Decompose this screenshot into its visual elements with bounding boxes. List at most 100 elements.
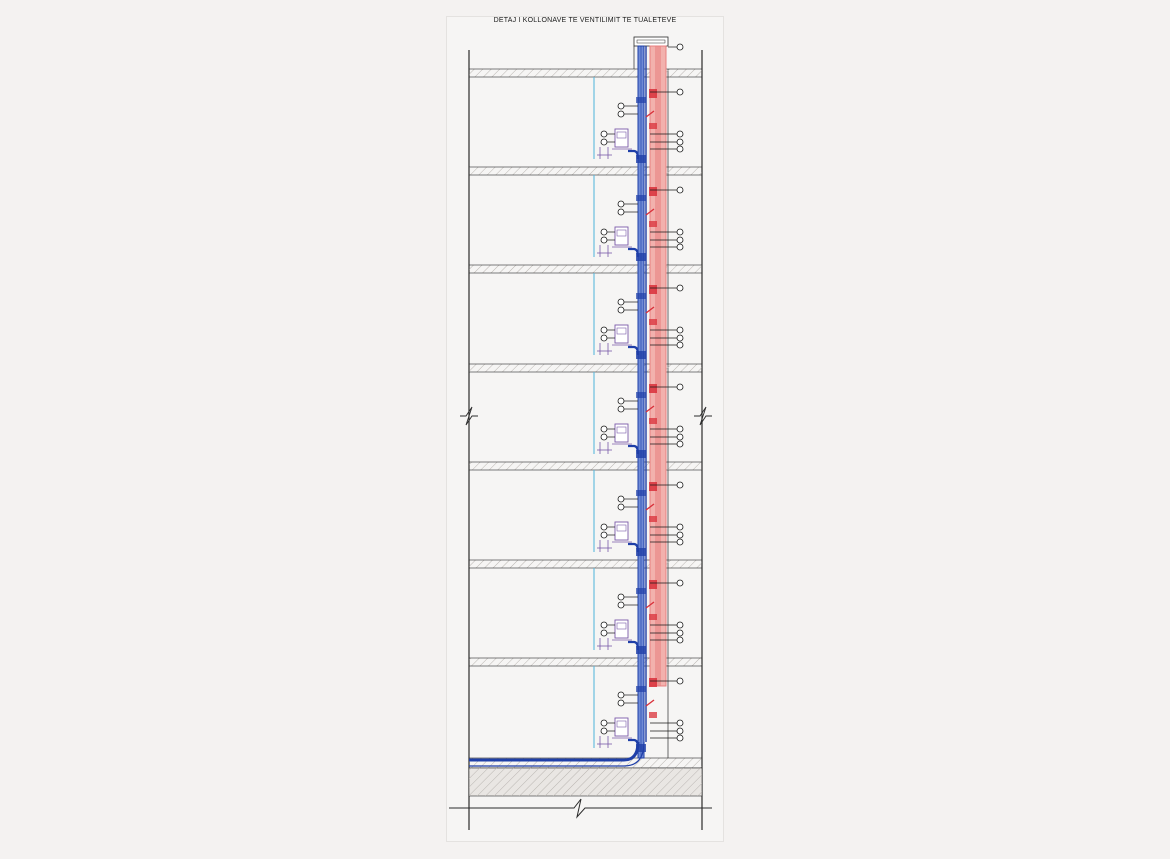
- callout-bubble: [617, 102, 625, 110]
- vent-fitting: [649, 384, 657, 393]
- callout: [650, 636, 684, 644]
- callout-bubble: [676, 383, 684, 391]
- callout: [650, 425, 684, 433]
- callout: [650, 383, 684, 391]
- vent-crossover: [645, 601, 655, 609]
- callout: [650, 677, 684, 685]
- wc-frame-fixture: [597, 619, 632, 650]
- callout-bubble: [600, 138, 608, 146]
- building-walls: [468, 50, 703, 830]
- callout: [600, 629, 615, 637]
- callout-bubble: [600, 531, 608, 539]
- callout: [650, 88, 684, 96]
- callout-bubble: [676, 719, 684, 727]
- callout-bubble: [600, 727, 608, 735]
- callout-bubble: [600, 621, 608, 629]
- callout-bubble: [676, 43, 684, 51]
- roof-cap-body: [633, 36, 669, 47]
- callout-bubble: [617, 208, 625, 216]
- vent-column: [645, 45, 667, 742]
- callout-bubble: [676, 186, 684, 194]
- callout: [650, 734, 684, 742]
- callout-bubble: [600, 433, 608, 441]
- break-mark-left: [460, 406, 478, 426]
- callout: [650, 145, 684, 153]
- callout-bubble: [676, 326, 684, 334]
- drain-collar: [636, 97, 646, 103]
- callout-bubble: [617, 699, 625, 707]
- callout-bubble: [600, 130, 608, 138]
- wc-frame-fixture: [597, 324, 632, 355]
- callout: [617, 208, 638, 216]
- callout-bubble: [676, 243, 684, 251]
- callout-bubble: [617, 691, 625, 699]
- callout: [600, 138, 615, 146]
- vent-fitting: [649, 678, 657, 687]
- floor-slabs: [468, 68, 703, 797]
- floor-slab: [468, 264, 703, 274]
- callout: [600, 228, 615, 236]
- floor-slab: [468, 166, 703, 176]
- callout: [617, 699, 638, 707]
- callout: [650, 538, 684, 546]
- callout: [600, 719, 615, 727]
- vent-crossover: [645, 306, 655, 314]
- callout-bubble: [676, 440, 684, 448]
- wc-frame-fixture: [597, 128, 632, 159]
- callout: [650, 138, 684, 146]
- callout: [600, 425, 615, 433]
- wc-frame-fixture: [597, 717, 632, 748]
- vent-fitting: [649, 418, 657, 424]
- floor-slab: [468, 363, 703, 373]
- callout: [600, 727, 615, 735]
- floor-slab: [468, 559, 703, 569]
- callout-bubble: [600, 425, 608, 433]
- callout-bubble: [617, 397, 625, 405]
- vent-fitting: [649, 516, 657, 522]
- callout: [617, 405, 638, 413]
- callout: [650, 621, 684, 629]
- vent-fitting: [649, 89, 657, 98]
- foundation-hatch: [469, 768, 702, 796]
- vent-crossover: [645, 699, 655, 707]
- drain-bottom-bend: [469, 741, 640, 762]
- wc-frame-fixture: [597, 226, 632, 257]
- callout-bubble: [676, 138, 684, 146]
- callout: [650, 531, 684, 539]
- drain-junction: [636, 253, 646, 261]
- callout-bubble: [617, 405, 625, 413]
- callout: [668, 43, 684, 51]
- callout-bubble: [676, 334, 684, 342]
- vent-fitting: [649, 285, 657, 294]
- callout: [617, 110, 638, 118]
- roof-cap-inner: [636, 39, 666, 44]
- callout-bubble: [676, 629, 684, 637]
- vent-fitting: [649, 580, 657, 589]
- callout-bubble: [676, 145, 684, 153]
- callout-bubble: [600, 236, 608, 244]
- vent-crossover: [645, 208, 655, 216]
- callout: [617, 495, 638, 503]
- callout-bubble: [600, 228, 608, 236]
- callout-bubble: [676, 481, 684, 489]
- callout: [617, 102, 638, 110]
- callout-bubble: [617, 495, 625, 503]
- callout: [650, 341, 684, 349]
- callout-bubble: [676, 538, 684, 546]
- wc-cistern: [616, 229, 627, 237]
- callout-bubble: [600, 629, 608, 637]
- vent-fitting: [649, 614, 657, 620]
- callout-bubble: [600, 523, 608, 531]
- drain-collar: [636, 588, 646, 594]
- wc-cistern: [616, 720, 627, 728]
- floor-slab: [468, 461, 703, 471]
- floor-slab: [468, 68, 703, 78]
- callout-bubble: [617, 298, 625, 306]
- break-mark-bottom: [449, 798, 712, 819]
- drain-collar: [636, 392, 646, 398]
- callout: [600, 334, 615, 342]
- callout: [600, 523, 615, 531]
- callout: [617, 298, 638, 306]
